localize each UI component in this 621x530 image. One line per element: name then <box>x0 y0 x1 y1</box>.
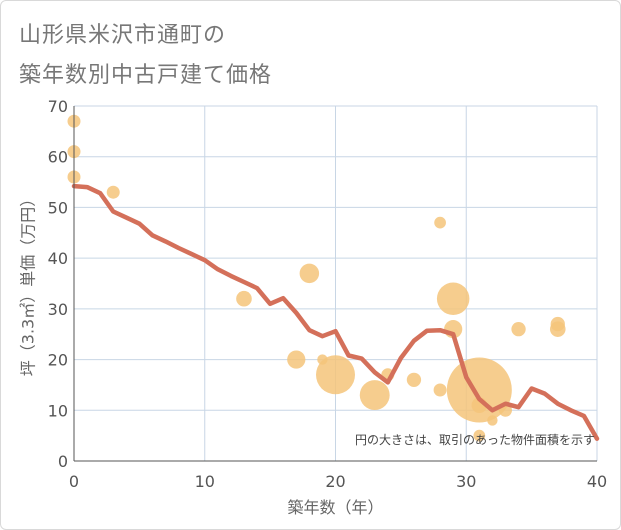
y-tick-label-30: 30 <box>48 300 68 319</box>
bubble-point-19 <box>487 415 498 426</box>
bubble-point-5 <box>299 263 320 284</box>
x-tick-label-30: 30 <box>456 472 476 491</box>
y-tick-label-70: 70 <box>48 97 68 116</box>
y-axis-label: 坪（3.3㎡）単価（万円） <box>19 191 38 376</box>
bubble-size-note: 円の大きさは、取引のあった物件面積を示す <box>355 432 595 447</box>
bubble-point-12 <box>434 216 446 229</box>
bubble-point-21 <box>511 321 526 337</box>
bubble-point-3 <box>106 185 120 199</box>
y-tick-label-60: 60 <box>48 148 68 167</box>
x-tick-label-20: 20 <box>325 472 345 491</box>
bubble-point-13 <box>433 383 447 397</box>
bubble-point-11 <box>406 372 422 388</box>
bubble-point-18 <box>473 429 486 442</box>
bubble-point-6 <box>287 350 306 369</box>
grid-lines <box>74 105 598 461</box>
y-tick-label-20: 20 <box>48 351 68 370</box>
bubble-point-14 <box>436 282 470 315</box>
bubble-point-23 <box>550 316 565 332</box>
chart-title-line-1: 山形県米沢市通町の <box>19 23 227 48</box>
axes <box>73 106 597 462</box>
bubble-series <box>67 114 566 442</box>
y-tick-label-10: 10 <box>48 401 68 420</box>
bubble-point-8 <box>316 355 355 395</box>
trend-line <box>71 183 600 441</box>
x-tick-label-0: 0 <box>69 472 79 491</box>
y-tick-label-40: 40 <box>48 249 68 268</box>
chart-title-line-2: 築年数別中古戸建て価格 <box>19 63 273 88</box>
trend-line-series <box>71 183 600 441</box>
x-axis-label: 築年数（年） <box>287 498 383 517</box>
bubble-point-4 <box>236 290 252 307</box>
x-tick-label-10: 10 <box>195 472 215 491</box>
tick-labels: 0 10 20 30 40 50 60 70 0 10 20 30 40 <box>48 97 608 491</box>
y-tick-label-0: 0 <box>58 452 68 471</box>
bubble-point-9 <box>359 380 390 411</box>
y-tick-label-50: 50 <box>48 198 68 217</box>
x-tick-label-40: 40 <box>587 472 607 491</box>
